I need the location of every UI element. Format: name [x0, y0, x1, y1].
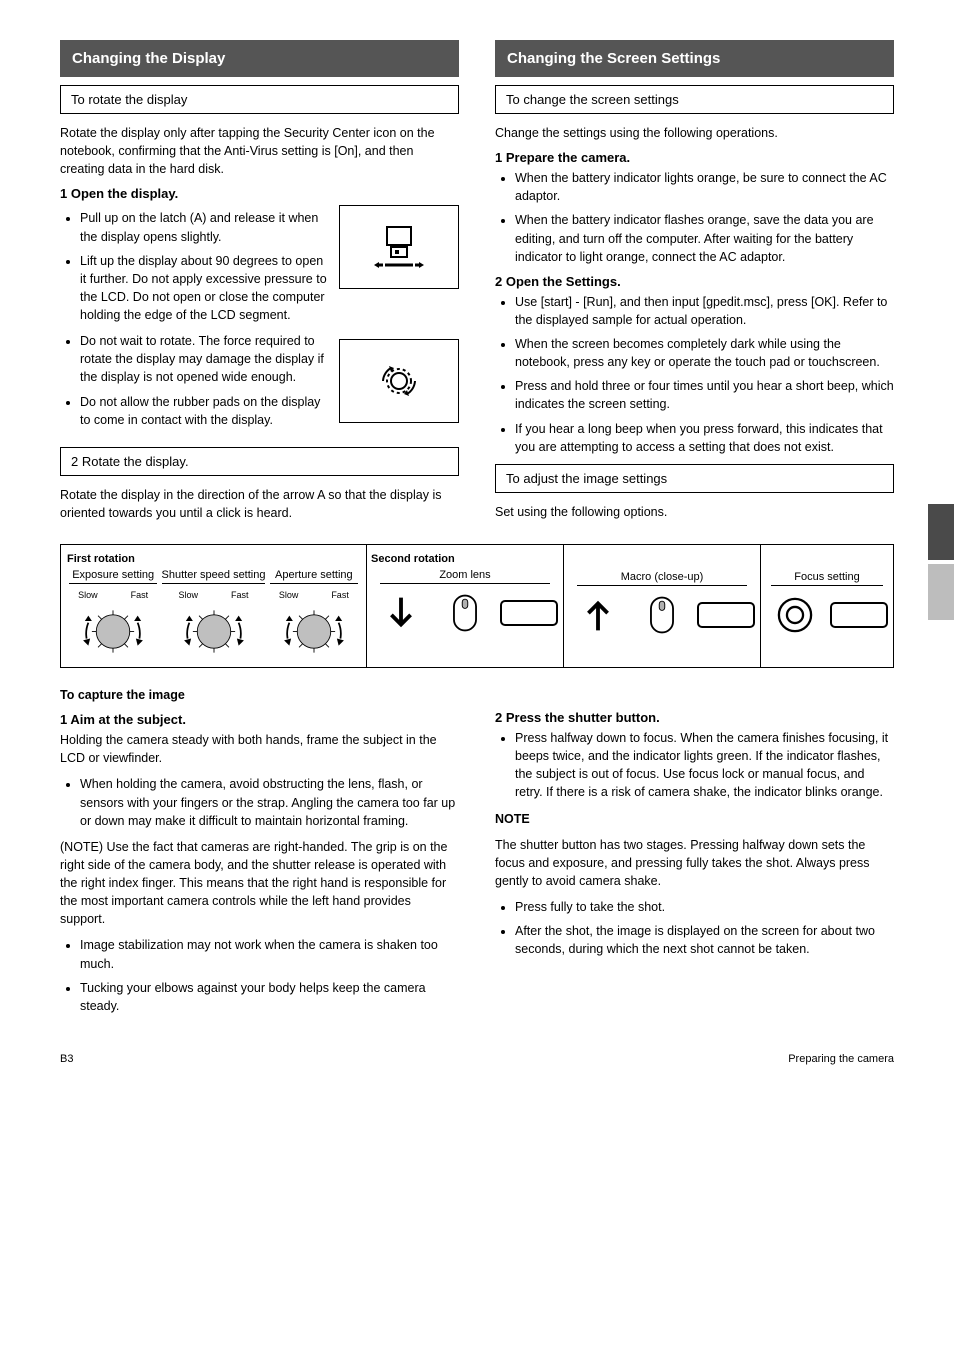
dial-2: Shutter speed setting Slow Fast	[162, 565, 266, 661]
left-sub-box: To rotate the display	[60, 85, 459, 114]
bullet-item: When the screen becomes completely dark …	[515, 335, 894, 371]
right-step-2: 2 Open the Settings.	[495, 274, 894, 289]
fast-label: Fast	[131, 590, 149, 600]
right-step-1: 1 Prepare the camera.	[495, 150, 894, 165]
mouse-1-label: Zoom lens	[380, 569, 549, 584]
dial-1: Exposure setting Slow Fast	[69, 565, 157, 661]
lower-right-note-h: NOTE	[495, 810, 894, 828]
mouse-panel-1: Second rotation Zoom lens	[367, 545, 564, 667]
lower-right-step: 2 Press the shutter button.	[495, 710, 894, 725]
lower-left-intro: Holding the camera steady with both hand…	[60, 731, 459, 767]
bullet-item: When the battery indicator lights orange…	[515, 169, 894, 205]
mouse-3-label: Focus setting	[771, 571, 883, 586]
right-sub2-intro: Set using the following options.	[495, 503, 894, 521]
dial-3: Aperture setting Slow Fast	[270, 565, 358, 661]
bullet-item: If you hear a long beep when you press f…	[515, 420, 894, 456]
bullet-item: Pull up on the latch (A) and release it …	[80, 209, 331, 245]
arrow-up-icon	[568, 592, 628, 638]
fast-label: Fast	[231, 590, 249, 600]
button-icon	[696, 592, 756, 638]
right-sub2-box: To adjust the image settings	[495, 464, 894, 493]
mouse-panel-3: Focus setting	[761, 545, 893, 667]
fig-left-label: First rotation	[67, 553, 360, 565]
bullet-item: When the battery indicator flashes orang…	[515, 211, 894, 265]
footer-left: B3	[60, 1053, 73, 1065]
lower-left-heading: To capture the image	[60, 686, 459, 704]
bullet-item: Image stabilization may not work when th…	[80, 936, 459, 972]
left-intro: Rotate the display only after tapping th…	[60, 124, 459, 178]
slow-label: Slow	[279, 590, 299, 600]
footer-right: Preparing the camera	[788, 1053, 894, 1065]
arrow-down-icon	[371, 590, 431, 636]
button-icon	[829, 592, 889, 638]
training-figure: First rotation Exposure setting Slow Fast	[60, 544, 894, 668]
lower-left-bullets-a: When holding the camera, avoid obstructi…	[60, 775, 459, 829]
bullet-item: When holding the camera, avoid obstructi…	[80, 775, 459, 829]
bullet-item: Tucking your elbows against your body he…	[80, 979, 459, 1015]
mouse-2-label: Macro (close-up)	[577, 571, 746, 586]
lower-right-bullets-1: Press halfway down to focus. When the ca…	[495, 729, 894, 802]
side-tab-dark	[928, 504, 954, 560]
bullet-item: Use [start] - [Run], and then input [gpe…	[515, 293, 894, 329]
right-section-header: Changing the Screen Settings	[495, 40, 894, 77]
lower-right-note: The shutter button has two stages. Press…	[495, 836, 894, 890]
button-icon	[499, 590, 559, 636]
mouse-panel-2: Macro (close-up)	[564, 545, 761, 667]
bullet-item: Press and hold three or four times until…	[515, 377, 894, 413]
side-tab-light	[928, 564, 954, 620]
left-step1-bullets-b: Do not wait to rotate. The force require…	[60, 332, 331, 429]
bullet-item: Lift up the display about 90 degrees to …	[80, 252, 331, 325]
right-sub-box: To change the screen settings	[495, 85, 894, 114]
dial-2-label: Shutter speed setting	[162, 569, 266, 584]
fig-right-label: Second rotation	[371, 553, 455, 565]
rotate-display-illustration	[339, 205, 459, 289]
bullet-item: Press halfway down to focus. When the ca…	[515, 729, 894, 802]
left-step2-intro: Rotate the display in the direction of t…	[60, 486, 459, 522]
lower-left-bullets-b: Image stabilization may not work when th…	[60, 936, 459, 1015]
lower-right-bullets-2: Press fully to take the shot. After the …	[495, 898, 894, 958]
left-section-header: Changing the Display	[60, 40, 459, 77]
left-step-1: 1 Open the display.	[60, 186, 459, 201]
bullet-item: Press fully to take the shot.	[515, 898, 894, 916]
left-step2-box: 2 Rotate the display.	[60, 447, 459, 476]
slow-label: Slow	[179, 590, 199, 600]
right-intro: Change the settings using the following …	[495, 124, 894, 142]
right-step2-bullets: Use [start] - [Run], and then input [gpe…	[495, 293, 894, 456]
lower-left-step: 1 Aim at the subject.	[60, 712, 459, 727]
fast-label: Fast	[331, 590, 349, 600]
rotate-dial-illustration	[339, 339, 459, 423]
lower-left-note: (NOTE) Use the fact that cameras are rig…	[60, 838, 459, 929]
dial-3-label: Aperture setting	[270, 569, 358, 584]
bullet-item: Do not wait to rotate. The force require…	[80, 332, 331, 386]
dial-1-label: Exposure setting	[69, 569, 157, 584]
slow-label: Slow	[78, 590, 98, 600]
right-step1-bullets: When the battery indicator lights orange…	[495, 169, 894, 266]
left-step1-bullets-a: Pull up on the latch (A) and release it …	[60, 209, 331, 324]
bullet-item: After the shot, the image is displayed o…	[515, 922, 894, 958]
bullet-item: Do not allow the rubber pads on the disp…	[80, 393, 331, 429]
